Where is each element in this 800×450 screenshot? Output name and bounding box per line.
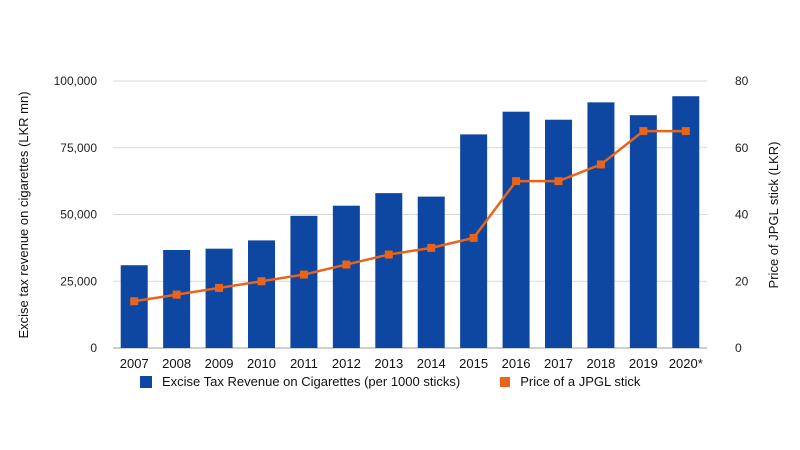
line-series: [130, 127, 690, 306]
legend-line-label: Price of a JPGL stick: [520, 374, 641, 389]
x-tick-label: 2017: [544, 356, 573, 371]
legend-bar-label: Excise Tax Revenue on Cigarettes (per 10…: [162, 374, 461, 389]
price-point: [172, 290, 181, 299]
price-point: [596, 160, 605, 169]
x-tick-label: 2014: [417, 356, 446, 371]
price-point: [554, 177, 563, 186]
y-axis-title: Excise tax revenue on cigarettes (LKR mn…: [16, 91, 31, 338]
bar: [163, 250, 191, 348]
price-point: [427, 243, 436, 252]
x-tick-label: 2013: [374, 356, 403, 371]
legend: Excise Tax Revenue on Cigarettes (per 10…: [140, 374, 640, 389]
y-tick-label: 100,000: [54, 74, 98, 88]
legend-line-swatch: [500, 376, 511, 387]
x-tick-label: 2015: [459, 356, 488, 371]
x-tick-label: 2007: [120, 356, 149, 371]
price-point: [469, 233, 478, 242]
bar: [120, 265, 148, 348]
x-tick-label: 2011: [290, 356, 318, 371]
price-point: [512, 177, 521, 186]
bar: [502, 111, 530, 348]
x-tick-label: 2012: [332, 356, 361, 371]
x-tick-label: 2018: [586, 356, 615, 371]
grid: [113, 80, 707, 349]
x-tick-label: 2020*: [669, 356, 703, 371]
price-point: [342, 260, 351, 269]
y2-axis-ticks: 0 20 40 60 80: [735, 74, 749, 355]
x-tick-label: 2010: [247, 356, 276, 371]
price-point: [384, 250, 393, 259]
bar: [248, 240, 275, 348]
y2-tick-label: 20: [735, 274, 749, 288]
price-point: [130, 297, 139, 306]
y2-tick-label: 60: [735, 141, 749, 155]
x-tick-label: 2009: [205, 356, 234, 371]
bar: [205, 248, 233, 348]
bar: [290, 215, 318, 348]
bar: [332, 205, 360, 348]
bar-series: [120, 96, 700, 349]
price-point: [681, 127, 690, 136]
y2-tick-label: 0: [735, 341, 742, 355]
bar: [375, 193, 403, 348]
y-tick-label: 25,000: [60, 274, 97, 288]
y-tick-label: 0: [90, 341, 97, 355]
y-axis-ticks: 0 25,000 50,000 75,000 100,000: [54, 74, 98, 355]
y2-tick-label: 80: [735, 74, 749, 88]
y-tick-label: 50,000: [60, 208, 97, 222]
price-point: [639, 127, 648, 136]
price-line: [134, 129, 686, 303]
y2-tick-label: 40: [735, 208, 749, 222]
bar: [545, 119, 572, 348]
legend-bar-swatch: [140, 375, 152, 388]
x-tick-label: 2019: [629, 356, 658, 371]
x-tick-label: 2016: [502, 356, 531, 371]
bar: [587, 102, 615, 348]
y-tick-label: 75,000: [60, 141, 97, 155]
price-point: [215, 283, 224, 292]
price-point: [257, 277, 266, 286]
bar: [417, 196, 445, 348]
x-tick-label: 2008: [162, 356, 191, 371]
price-point: [299, 270, 308, 279]
x-axis-ticks: 2007 2008 2009 2010 2011 2012 2013 2014 2015 2016…: [120, 356, 703, 371]
bar: [672, 96, 700, 349]
bar: [629, 115, 657, 349]
y2-axis-title: Price of JPGL stick (LKR): [766, 142, 781, 289]
